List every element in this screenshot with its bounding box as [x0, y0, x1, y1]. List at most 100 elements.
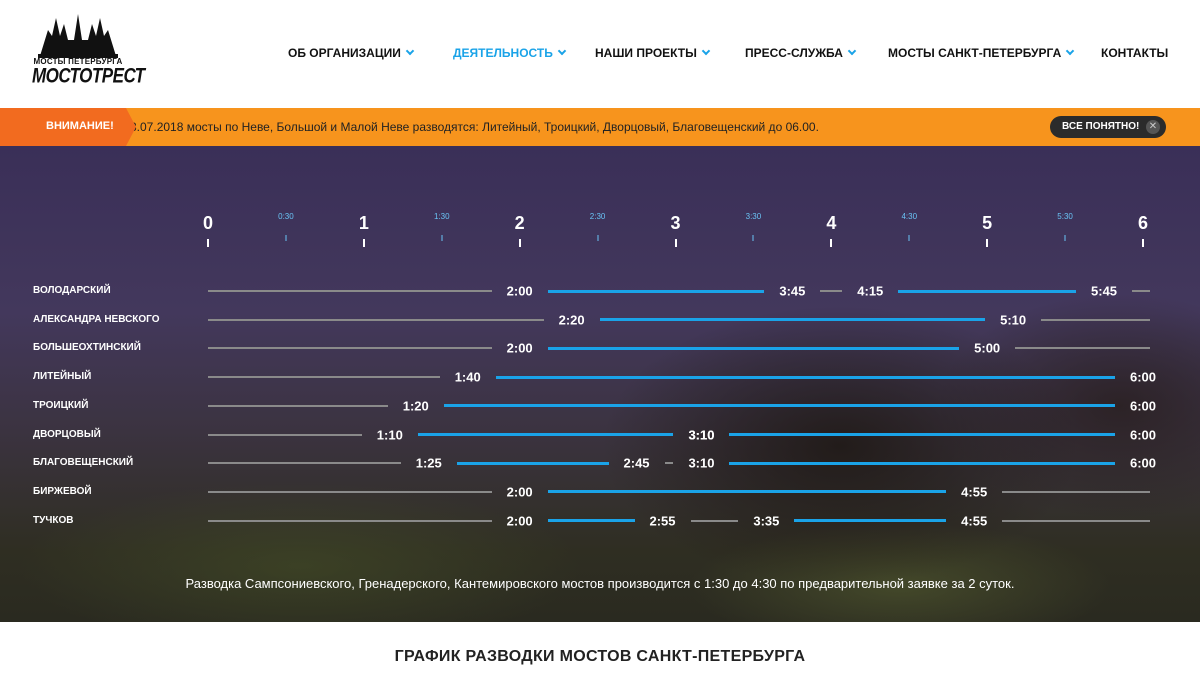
alert-bar: 3.07.2018 мосты по Неве, Большой и Малой… [0, 108, 1200, 146]
open-time: 2:00 [506, 340, 533, 356]
half-hour-label: 2:30 [589, 212, 606, 221]
bridge-name: Александра Невского [33, 313, 160, 325]
hour-label: 0 [202, 213, 214, 233]
hour-label: 3 [670, 213, 681, 233]
open-segment [208, 490, 492, 493]
open-segment [208, 462, 401, 465]
main-nav: ОБ ОРГАНИЗАЦИИ ДЕЯТЕЛЬНОСТЬ НАШИ ПРОЕКТЫ… [0, 46, 1200, 62]
half-hour-label: 3:30 [745, 212, 762, 221]
hour-tick [986, 239, 989, 247]
open-time: 3:35 [753, 513, 780, 529]
section-title: ГРАФИК РАЗВОДКИ МОСТОВ САНКТ-ПЕТЕРБУРГА [394, 648, 806, 665]
schedule-hero [0, 146, 1200, 622]
nav-item-activity[interactable]: ДЕЯТЕЛЬНОСТЬ [453, 46, 567, 60]
open-segment [1015, 347, 1150, 350]
close-time: 5:45 [1091, 283, 1118, 299]
bridge-name: Большеохтинский [33, 342, 141, 354]
open-time: 1:25 [415, 455, 442, 471]
alert-text: 3.07.2018 мосты по Неве, Большой и Малой… [130, 120, 819, 134]
hour-label: 2 [514, 213, 525, 233]
bridge-name: Литейный [33, 371, 92, 383]
hour-tick [207, 239, 209, 247]
open-time: 1:40 [454, 369, 481, 385]
half-hour-label: 1:30 [433, 212, 450, 221]
open-time: 4:15 [857, 283, 884, 299]
raised-segment [547, 519, 635, 523]
raised-segment [729, 433, 1115, 436]
nav-item-bridges[interactable]: МОСТЫ САНКТ-ПЕТЕРБУРГА [888, 46, 1075, 60]
alert-badge-label: ВНИМАНИЕ! [46, 120, 114, 132]
logo-name: МОСТОТРЕСТ [32, 63, 145, 88]
open-time: 2:00 [506, 513, 533, 529]
hour-label: 5 [982, 213, 993, 233]
open-segment [208, 433, 362, 436]
site-header: МОСТЫ ПЕТЕРБУРГА МОСТОТРЕСТ ОБ ОРГАНИЗАЦ… [0, 0, 1200, 108]
raised-segment [547, 289, 765, 293]
half-hour-tick [441, 235, 443, 241]
hour-label: 1 [358, 213, 369, 233]
chevron-down-icon [557, 46, 567, 56]
bridge-name: Троицкий [33, 399, 89, 411]
half-hour-tick [597, 235, 599, 241]
nav-item-organization[interactable]: ОБ ОРГАНИЗАЦИИ [288, 46, 415, 60]
half-hour-label: 0:30 [278, 212, 294, 221]
half-hour-tick [285, 235, 287, 241]
bridge-name: Тучков [33, 514, 74, 526]
raised-segment [456, 461, 609, 465]
open-segment [208, 347, 492, 350]
open-time: 2:00 [506, 283, 533, 299]
hour-tick [1142, 239, 1144, 247]
alert-badge: ВНИМАНИЕ! [0, 108, 136, 146]
open-segment [690, 519, 739, 522]
raised-segment [417, 433, 674, 436]
half-hour-tick [1064, 235, 1066, 241]
bridge-name: Благовещенский [33, 457, 134, 469]
open-time: 3:10 [688, 427, 715, 442]
open-segment [664, 462, 674, 465]
open-time: 2:00 [506, 484, 533, 500]
nav-item-contacts[interactable]: КОНТАКТЫ [1101, 46, 1169, 60]
open-time: 3:10 [688, 455, 715, 471]
raised-segment [495, 375, 1115, 379]
close-time: 5:10 [1000, 312, 1027, 328]
raised-segment [547, 346, 960, 350]
chevron-down-icon [701, 46, 711, 56]
bridge-name: Дворцовый [33, 428, 101, 440]
open-time: 2:20 [558, 312, 585, 328]
open-time: 1:20 [402, 398, 429, 414]
open-time: 1:10 [376, 427, 403, 442]
open-segment [1002, 490, 1150, 493]
open-segment [208, 404, 388, 407]
raised-segment [599, 318, 986, 322]
nav-item-press[interactable]: ПРЕСС-СЛУЖБА [745, 46, 857, 60]
close-icon[interactable]: ✕ [1146, 120, 1160, 134]
hour-label: 6 [1137, 213, 1149, 233]
mostotrest-logo[interactable] [34, 10, 122, 98]
half-hour-label: 4:30 [901, 212, 918, 221]
hour-label: 4 [826, 213, 837, 233]
hour-tick [362, 239, 365, 247]
hour-tick [830, 239, 833, 247]
close-time: 2:55 [649, 513, 676, 529]
half-hour-tick [908, 235, 910, 241]
hour-tick [674, 239, 677, 247]
close-time: 6:00 [1129, 455, 1157, 471]
close-time: 4:55 [961, 484, 988, 500]
close-time: 2:45 [623, 455, 650, 471]
half-hour-tick [752, 235, 754, 241]
close-time: 3:10 [688, 427, 715, 442]
close-time: 5:00 [974, 340, 1001, 356]
open-segment [1002, 519, 1150, 522]
raised-segment [898, 289, 1077, 293]
dismiss-alert-button[interactable]: ВСЕ ПОНЯТНО! ✕ [1050, 116, 1166, 138]
open-segment [208, 290, 492, 292]
chevron-down-icon [847, 46, 857, 56]
open-segment [1041, 318, 1150, 321]
dismiss-alert-label: ВСЕ ПОНЯТНО! [1062, 121, 1140, 132]
close-time: 4:55 [961, 513, 988, 529]
logo-subtitle: МОСТЫ ПЕТЕРБУРГА [33, 57, 123, 66]
raised-segment [729, 461, 1115, 465]
open-segment [208, 318, 544, 321]
close-time: 3:45 [779, 283, 806, 299]
nav-item-projects[interactable]: НАШИ ПРОЕКТЫ [595, 46, 711, 60]
